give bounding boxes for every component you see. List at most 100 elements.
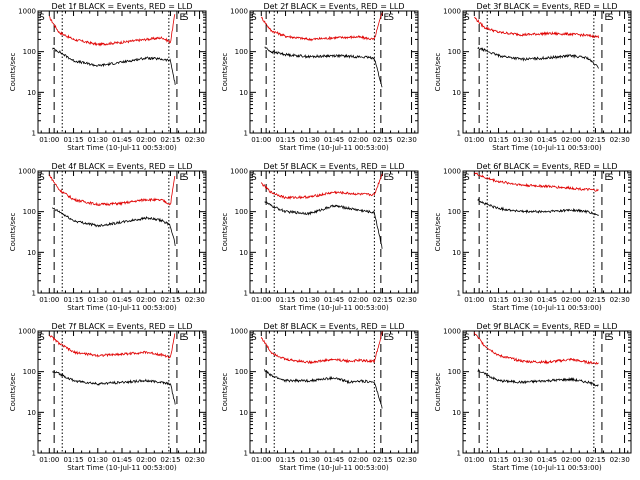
series-line-lld: [48, 174, 176, 207]
x-tick-label: 01:15: [275, 296, 295, 304]
y-tick-label: 10: [239, 409, 248, 417]
series-line-events: [477, 46, 599, 69]
y-tick-label: 1000: [230, 8, 248, 16]
x-tick-label: 01:30: [513, 456, 533, 464]
plot-frame: [249, 10, 419, 134]
x-tick-label: 01:00: [251, 456, 271, 464]
y-tick-label: 100: [235, 208, 248, 216]
x-tick-label: 01:45: [112, 136, 132, 144]
plot-frame: [462, 170, 632, 294]
x-tick-label: 02:30: [610, 296, 630, 304]
y-tick-label: 100: [23, 368, 36, 376]
x-tick-label: 02:00: [561, 296, 581, 304]
x-tick-label: 01:15: [488, 456, 508, 464]
x-tick-label: 02:30: [397, 136, 417, 144]
y-axis-label: Counts/sec: [9, 213, 17, 252]
series-line-events: [477, 197, 599, 217]
x-tick-label: 02:00: [136, 456, 156, 464]
event-marker-e: E: [605, 173, 611, 183]
y-tick-label: 10: [239, 89, 248, 97]
event-marker-s: S: [39, 333, 45, 343]
event-marker-e: E: [383, 333, 389, 343]
panel-det-9: Det 9f BLACK = Events, RED = LLD 1 10 100 10…: [434, 322, 632, 472]
x-tick-label: 01:15: [63, 136, 83, 144]
x-axis-label: Start Time (10-Jul-11 00:53:00): [279, 304, 389, 312]
x-tick-label: 01:30: [88, 456, 108, 464]
x-axis-label: Start Time (10-Jul-11 00:53:00): [279, 144, 389, 152]
event-marker-s: S: [464, 173, 470, 183]
x-axis-label: Start Time (10-Jul-11 00:53:00): [492, 304, 602, 312]
x-tick-label: 01:45: [537, 296, 557, 304]
y-tick-label: 1: [244, 130, 248, 138]
x-tick-label: 02:30: [610, 136, 630, 144]
x-tick-label: 01:00: [39, 296, 59, 304]
x-tick-label: 01:00: [39, 136, 59, 144]
x-tick-label: 01:45: [324, 136, 344, 144]
y-tick-label: 10: [452, 249, 461, 257]
y-tick-label: 100: [235, 368, 248, 376]
x-tick-label: 02:15: [160, 136, 180, 144]
event-marker-s: S: [39, 13, 45, 23]
x-tick-label: 02:30: [185, 296, 205, 304]
x-axis-label: Start Time (10-Jul-11 00:53:00): [67, 464, 177, 472]
y-tick-label: 10: [27, 249, 36, 257]
series-line-lld: [260, 12, 383, 42]
y-axis-label: Counts/sec: [9, 373, 17, 412]
x-axis-label: Start Time (10-Jul-11 00:53:00): [492, 144, 602, 152]
y-tick-label: 1: [32, 450, 36, 458]
x-axis-label: Start Time (10-Jul-11 00:53:00): [279, 464, 389, 472]
y-tick-label: 1000: [443, 328, 461, 336]
event-marker-s: S: [388, 333, 394, 343]
y-tick-label: 1000: [230, 168, 248, 176]
x-tick-label: 01:30: [88, 136, 108, 144]
x-tick-label: 01:30: [300, 296, 320, 304]
panel-det-8: Det 8f BLACK = Events, RED = LLD 1 10 100 10…: [221, 322, 419, 472]
y-axis-label: Counts/sec: [221, 373, 229, 412]
plot-frame: [249, 170, 419, 294]
x-tick-label: 02:30: [397, 456, 417, 464]
event-marker-e: E: [605, 333, 611, 343]
x-tick-label: 01:30: [300, 136, 320, 144]
x-tick-label: 02:30: [610, 456, 630, 464]
series-line-lld: [473, 332, 599, 366]
y-tick-label: 100: [448, 368, 461, 376]
x-tick-label: 01:15: [488, 136, 508, 144]
series-line-lld: [48, 14, 176, 47]
event-marker-s: S: [251, 173, 257, 183]
y-axis-label: Counts/sec: [9, 53, 17, 92]
x-tick-label: 02:00: [348, 456, 368, 464]
x-tick-label: 02:00: [348, 296, 368, 304]
y-tick-label: 100: [23, 48, 36, 56]
x-tick-label: 02:00: [561, 136, 581, 144]
x-tick-label: 01:45: [324, 296, 344, 304]
x-tick-label: 02:30: [397, 296, 417, 304]
y-axis-label: Counts/sec: [434, 53, 442, 92]
x-tick-label: 01:15: [488, 296, 508, 304]
y-tick-label: 10: [239, 249, 248, 257]
x-tick-label: 01:00: [251, 296, 271, 304]
x-tick-label: 02:00: [136, 296, 156, 304]
x-tick-label: 02:15: [585, 456, 605, 464]
x-tick-label: 02:15: [160, 456, 180, 464]
series-line-events: [477, 368, 599, 387]
x-tick-label: 01:30: [513, 296, 533, 304]
x-axis-label: Start Time (10-Jul-11 00:53:00): [67, 144, 177, 152]
x-tick-label: 02:00: [136, 136, 156, 144]
y-tick-label: 1000: [18, 168, 36, 176]
y-tick-label: 1: [244, 450, 248, 458]
x-tick-label: 01:00: [464, 296, 484, 304]
event-marker-e: E: [180, 13, 186, 23]
event-marker-s: S: [608, 13, 614, 23]
series-line-events: [264, 201, 383, 249]
y-axis-label: Counts/sec: [221, 213, 229, 252]
y-tick-label: 1: [32, 290, 36, 298]
event-marker-s: S: [608, 173, 614, 183]
chart-title: Det 6f BLACK = Events, RED = LLD: [476, 162, 617, 171]
x-tick-label: 01:30: [88, 296, 108, 304]
event-marker-e: E: [180, 173, 186, 183]
y-tick-label: 1: [457, 130, 461, 138]
event-marker-s: S: [251, 333, 257, 343]
x-tick-label: 02:15: [585, 296, 605, 304]
y-tick-label: 10: [452, 89, 461, 97]
